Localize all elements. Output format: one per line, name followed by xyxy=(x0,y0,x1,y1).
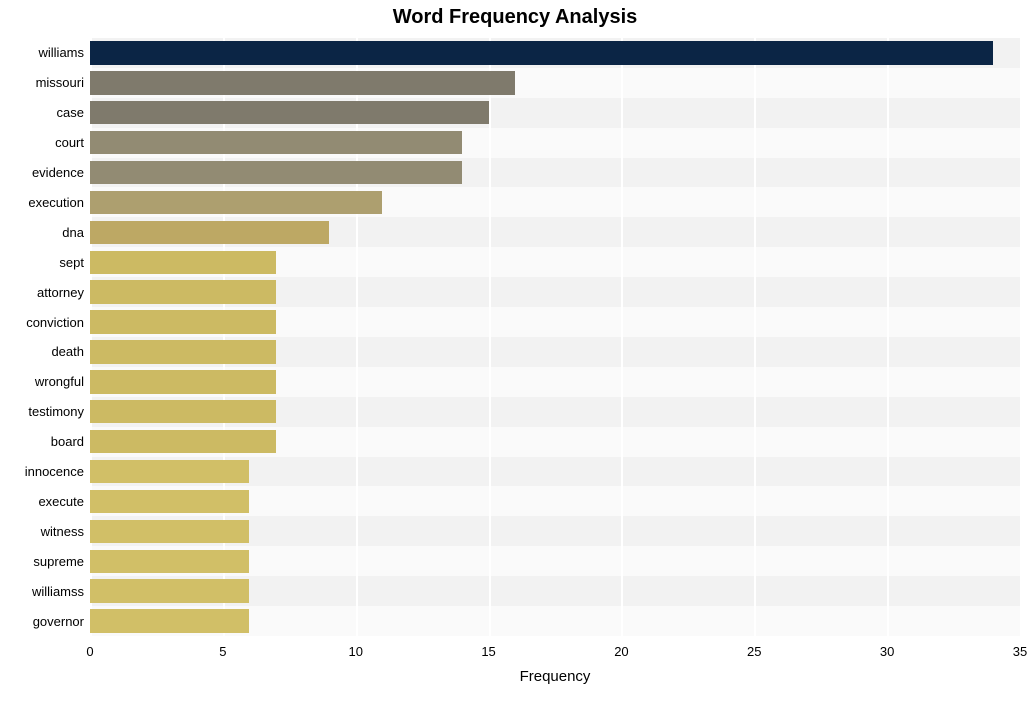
y-tick-label: supreme xyxy=(33,555,84,568)
bar xyxy=(90,579,249,602)
x-tick-label: 0 xyxy=(86,644,93,659)
y-tick-label: williamss xyxy=(32,585,84,598)
bar xyxy=(90,41,993,64)
x-tick-label: 5 xyxy=(219,644,226,659)
x-tick-label: 25 xyxy=(747,644,761,659)
bar xyxy=(90,131,462,154)
y-tick-label: board xyxy=(51,435,84,448)
bar xyxy=(90,609,249,632)
x-tick-label: 15 xyxy=(481,644,495,659)
bar xyxy=(90,71,515,94)
grid-line xyxy=(621,38,623,636)
y-tick-label: sept xyxy=(59,256,84,269)
bar xyxy=(90,460,249,483)
grid-line xyxy=(1020,38,1022,636)
x-tick-label: 10 xyxy=(348,644,362,659)
y-tick-label: witness xyxy=(41,525,84,538)
y-tick-label: missouri xyxy=(36,76,84,89)
grid-line xyxy=(90,38,92,636)
bar xyxy=(90,490,249,513)
y-tick-label: execute xyxy=(38,495,84,508)
x-tick-label: 35 xyxy=(1013,644,1027,659)
bar xyxy=(90,251,276,274)
bar xyxy=(90,370,276,393)
bar xyxy=(90,430,276,453)
bar xyxy=(90,400,276,423)
bar xyxy=(90,550,249,573)
bar xyxy=(90,280,276,303)
grid-line xyxy=(489,38,491,636)
x-tick-label: 30 xyxy=(880,644,894,659)
bar xyxy=(90,161,462,184)
y-tick-label: governor xyxy=(33,615,84,628)
bar xyxy=(90,221,329,244)
y-tick-label: williams xyxy=(39,46,85,59)
bar xyxy=(90,101,489,124)
grid-line xyxy=(887,38,889,636)
y-tick-label: dna xyxy=(62,226,84,239)
bar xyxy=(90,340,276,363)
y-tick-label: conviction xyxy=(26,316,84,329)
y-tick-label: testimony xyxy=(28,405,84,418)
x-tick-label: 20 xyxy=(614,644,628,659)
x-axis-label: Frequency xyxy=(90,668,1020,685)
y-tick-label: case xyxy=(57,106,84,119)
y-tick-label: death xyxy=(51,345,84,358)
y-tick-label: attorney xyxy=(37,286,84,299)
chart-title: Word Frequency Analysis xyxy=(0,6,1030,29)
plot-area xyxy=(90,38,1020,636)
y-tick-label: wrongful xyxy=(35,375,84,388)
grid-line xyxy=(223,38,225,636)
y-tick-label: evidence xyxy=(32,166,84,179)
bar xyxy=(90,310,276,333)
bar xyxy=(90,191,382,214)
grid-line xyxy=(754,38,756,636)
bar xyxy=(90,520,249,543)
y-tick-label: execution xyxy=(28,196,84,209)
grid-line xyxy=(356,38,358,636)
y-tick-label: court xyxy=(55,136,84,149)
y-tick-label: innocence xyxy=(25,465,84,478)
chart-container: Word Frequency Analysis Frequency 0 5 10 15… xyxy=(0,0,1030,701)
